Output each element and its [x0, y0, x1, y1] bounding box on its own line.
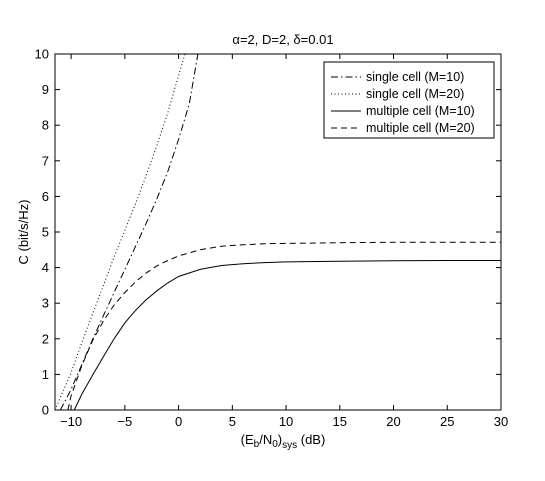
x-tick-label: 25 [440, 414, 454, 429]
series-line-multiple-cell-m-20 [67, 241, 501, 411]
y-tick-label: 0 [42, 403, 49, 418]
legend-label-multiple-m20: multiple cell (M=20) [366, 121, 475, 135]
y-tick-label: 1 [42, 367, 49, 382]
legend-label-single-m10: single cell (M=10) [366, 70, 464, 84]
chart-title: α=2, D=2, δ=0.01 [232, 32, 333, 47]
title-text-1: =2, D=2, [240, 32, 293, 47]
x-tick-label: −10 [60, 414, 82, 429]
x-tick-label: 30 [494, 414, 508, 429]
y-tick-label: 7 [42, 153, 49, 168]
legend-box [323, 61, 495, 139]
title-delta: δ [293, 32, 300, 47]
y-tick-label: 4 [42, 260, 49, 275]
x-label-b: b [254, 439, 260, 450]
x-tick-label: 15 [333, 414, 347, 429]
x-tick-label: −5 [117, 414, 132, 429]
legend-label-single-m20: single cell (M=20) [366, 87, 464, 101]
x-label-close: ) [278, 432, 282, 447]
series-layer [54, 53, 501, 411]
x-label-slash: /N [259, 432, 272, 447]
y-tick-label: 2 [42, 331, 49, 346]
series-line-single-cell-m-10 [59, 53, 199, 411]
legend: single cell (M=10) single cell (M=20) mu… [323, 61, 495, 139]
x-tick-label: 10 [279, 414, 293, 429]
series-line-multiple-cell-m-10 [73, 260, 501, 411]
x-tick-label: 20 [386, 414, 400, 429]
y-tick-label: 6 [42, 189, 49, 204]
y-axis-label: C (bit/s/Hz) [16, 200, 31, 265]
x-label-sys: sys [282, 440, 297, 451]
legend-label-multiple-m10: multiple cell (M=10) [366, 104, 475, 118]
title-alpha: α [232, 32, 240, 47]
x-tick-label: 5 [229, 414, 236, 429]
y-tick-label: 10 [35, 47, 49, 62]
y-tick-label: 5 [42, 225, 49, 240]
series-line-single-cell-m-20 [54, 53, 186, 411]
y-tick-label: 9 [42, 82, 49, 97]
plot-area-frame [54, 53, 502, 411]
y-tick-label: 3 [42, 296, 49, 311]
y-tick-label: 8 [42, 118, 49, 133]
x-label-zero: 0 [272, 439, 278, 450]
x-label-unit: (dB) [297, 432, 325, 447]
tick-layer: −10 −5 0 5 10 15 20 25 30 0 1 2 3 4 5 6 7 8 9 10 [35, 47, 509, 430]
title-text-2: =0.01 [301, 32, 334, 47]
x-tick-label: 0 [175, 414, 182, 429]
x-axis-label: (Eb/N0)sys (dB) [241, 432, 326, 451]
x-label-open: (E [241, 432, 254, 447]
